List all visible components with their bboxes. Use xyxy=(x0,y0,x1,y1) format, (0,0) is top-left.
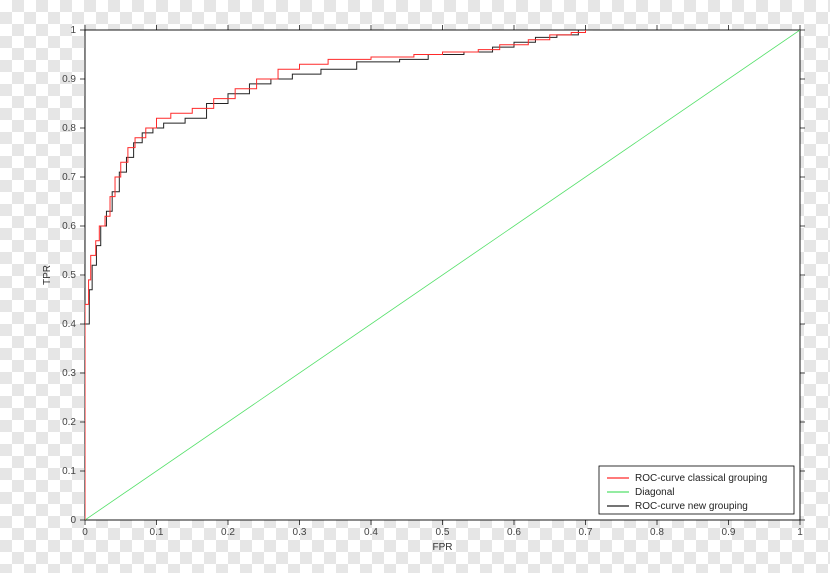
svg-text:1: 1 xyxy=(70,25,76,36)
svg-text:0.8: 0.8 xyxy=(650,527,664,538)
svg-text:0.5: 0.5 xyxy=(62,270,76,281)
svg-text:0.7: 0.7 xyxy=(579,527,593,538)
svg-text:0.6: 0.6 xyxy=(507,527,521,538)
roc-svg: 0 0.1 0.2 0.3 0.4 0.5 0.6 0.7 0.8 0.9 1 0 0.1 0.2 0.3 0… xyxy=(0,0,830,573)
legend-item-label: Diagonal xyxy=(635,487,674,498)
legend: ROC-curve classical grouping Diagonal ROC-… xyxy=(599,466,794,514)
legend-item-label: ROC-curve classical grouping xyxy=(635,473,767,484)
svg-text:0.3: 0.3 xyxy=(62,368,76,379)
roc-chart: 0 0.1 0.2 0.3 0.4 0.5 0.6 0.7 0.8 0.9 1 0 0.1 0.2 0.3 0… xyxy=(0,0,830,573)
legend-item-label: ROC-curve new grouping xyxy=(635,501,748,512)
x-axis-label: FPR xyxy=(433,542,453,553)
svg-text:0.3: 0.3 xyxy=(293,527,307,538)
svg-text:0.8: 0.8 xyxy=(62,123,76,134)
svg-text:0.7: 0.7 xyxy=(62,172,76,183)
svg-text:0: 0 xyxy=(82,527,88,538)
svg-text:0.4: 0.4 xyxy=(364,527,378,538)
svg-text:0.9: 0.9 xyxy=(722,527,736,538)
svg-text:0.9: 0.9 xyxy=(62,74,76,85)
svg-text:0.6: 0.6 xyxy=(62,221,76,232)
svg-text:0: 0 xyxy=(70,515,76,526)
svg-text:0.4: 0.4 xyxy=(62,319,76,330)
svg-text:0.5: 0.5 xyxy=(436,527,450,538)
svg-text:0.2: 0.2 xyxy=(221,527,235,538)
svg-text:0.1: 0.1 xyxy=(62,466,76,477)
svg-text:0.2: 0.2 xyxy=(62,417,76,428)
y-axis-label: TPR xyxy=(42,265,53,285)
svg-text:0.1: 0.1 xyxy=(150,527,164,538)
svg-text:1: 1 xyxy=(797,527,803,538)
